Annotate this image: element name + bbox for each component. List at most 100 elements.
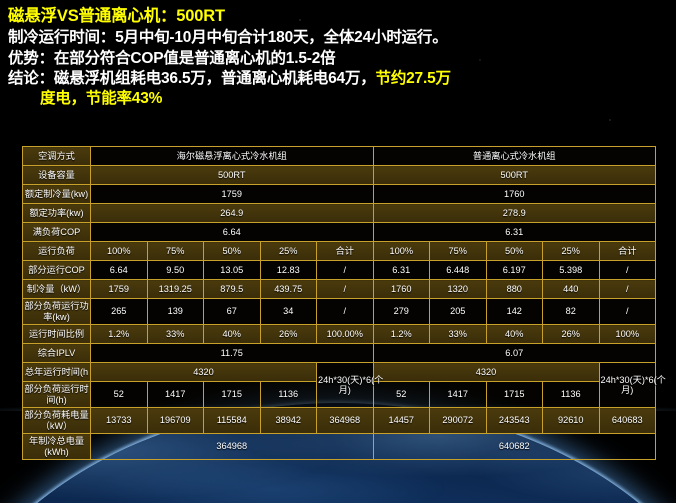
table-row-rated-power: 额定功率(kw) 264.9 278.9 [22,203,656,223]
cell-partial-energy-b-0: 14457 [372,407,430,434]
group-header-magnetic: 海尔磁悬浮离心式冷水机组 [90,146,374,166]
comparison-table-wrapper: 空调方式 海尔磁悬浮离心式冷水机组 普通离心式冷水机组 设备容量 500RT 5… [22,146,666,460]
table-row-operating-load: 运行负荷 100% 75% 50% 25% 合计 100% 75% 50% 25… [22,241,656,261]
table-row-partial-power: 部分负荷运行功率(kw) 265 139 67 34 / 279 205 142… [22,298,656,325]
cell-time-ratio-a-total: 100.00% [316,324,374,344]
cell-annual-total-a: 364968 [90,433,374,460]
cell-hours-note-a: 24h*30(天)*6(个月) [316,362,383,408]
cell-partial-cop-a-total: / [316,260,374,280]
row-label-operating-load: 运行负荷 [22,241,91,261]
cell-capacity-b: 500RT [372,165,656,185]
table-row-capacity: 设备容量 500RT 500RT [22,165,656,185]
table-row-annual-total: 年制冷总电量(kWh) 364968 640682 [22,433,656,460]
cell-partial-hours-b-0: 52 [372,381,430,408]
row-label-total-hours: 总年运行时间(h [22,362,91,382]
table-row-partial-cop: 部分运行COP 6.64 9.50 13.05 12.83 / 6.31 6.4… [22,260,656,280]
cell-partial-energy-b-3: 92610 [542,407,600,434]
cell-partial-cop-b-2: 6.197 [485,260,543,280]
header-load-b-total: 合计 [598,241,656,261]
cell-total-hours-a: 4320 [90,362,317,382]
cell-time-ratio-b-0: 1.2% [372,324,430,344]
cell-hours-note-b: 24h*30(天)*6(个月) [598,362,666,408]
cell-partial-energy-a-2: 115584 [203,407,261,434]
cell-full-load-cop-b: 6.31 [372,222,656,242]
cell-partial-power-b-0: 279 [372,298,430,325]
cell-cooling-capacity-b-3: 440 [542,279,600,299]
cell-partial-energy-b-1: 290072 [429,407,487,434]
cell-rated-power-a: 264.9 [90,203,374,223]
headline-block: 磁悬浮VS普通离心机：500RT 制冷运行时间：5月中旬-10月中旬合计180天… [0,0,676,109]
comparison-table: 空调方式 海尔磁悬浮离心式冷水机组 普通离心式冷水机组 设备容量 500RT 5… [22,146,666,460]
row-label-partial-energy: 部分负荷耗电量（kW） [22,407,91,434]
cell-partial-hours-a-1: 1417 [146,381,204,408]
cell-partial-hours-a-3: 1136 [259,381,317,408]
table-row-time-ratio: 运行时间比例 1.2% 33% 40% 26% 100.00% 1.2% 33%… [22,324,656,344]
cell-partial-power-b-2: 142 [485,298,543,325]
cell-partial-hours-a-2: 1715 [203,381,261,408]
cell-partial-hours-b-1: 1417 [429,381,487,408]
header-load-a-total: 合计 [316,241,374,261]
cell-time-ratio-b-1: 33% [429,324,487,344]
conclusion-efficiency-highlight: 度电，节能率43% [40,89,163,107]
cell-time-ratio-a-2: 40% [203,324,261,344]
conclusion-line: 结论：磁悬浮机组耗电36.5万，普通离心机耗电64万，节约27.5万度电，节能率… [8,69,668,109]
cell-time-ratio-a-3: 26% [259,324,317,344]
table-row-system-type: 空调方式 海尔磁悬浮离心式冷水机组 普通离心式冷水机组 [22,146,656,166]
cell-iplv-b: 6.07 [372,343,656,363]
header-load-b-75: 75% [429,241,487,261]
cell-full-load-cop-a: 6.64 [90,222,374,242]
cell-total-hours-b: 4320 [372,362,600,382]
row-label-time-ratio: 运行时间比例 [22,324,91,344]
cell-cooling-capacity-a-3: 439.75 [259,279,317,299]
cell-rated-cooling-b: 1760 [372,184,656,204]
row-label-rated-cooling: 额定制冷量(kw) [22,184,91,204]
row-label-partial-hours: 部分负荷运行时间(h) [22,381,91,408]
conclusion-text-white: 结论：磁悬浮机组耗电36.5万，普通离心机耗电64万， [8,69,376,87]
cell-partial-energy-a-0: 13733 [90,407,148,434]
row-label-partial-cop: 部分运行COP [22,260,91,280]
cell-partial-power-a-total: / [316,298,374,325]
cell-time-ratio-a-1: 33% [146,324,204,344]
cell-partial-power-a-3: 34 [259,298,317,325]
cell-time-ratio-a-0: 1.2% [90,324,148,344]
row-label-annual-total: 年制冷总电量(kWh) [22,433,91,460]
table-row-partial-energy: 部分负荷耗电量（kW） 13733 196709 115584 38942 36… [22,407,656,434]
header-load-b-50: 50% [485,241,543,261]
table-row-cooling-capacity: 制冷量（kW） 1759 1319.25 879.5 439.75 / 1760… [22,279,656,299]
header-load-a-100: 100% [90,241,148,261]
cell-cooling-capacity-b-1: 1320 [429,279,487,299]
row-label-rated-power: 额定功率(kw) [22,203,91,223]
header-load-a-25: 25% [259,241,317,261]
cooling-runtime-line: 制冷运行时间：5月中旬-10月中旬合计180天，全体24小时运行。 [8,29,448,47]
cell-partial-cop-a-1: 9.50 [146,260,204,280]
table-row-iplv: 综合IPLV 11.75 6.07 [22,343,656,363]
cell-annual-total-b: 640682 [372,433,656,460]
row-label-system-type: 空调方式 [22,146,91,166]
cell-partial-power-a-1: 139 [146,298,204,325]
header-load-a-75: 75% [146,241,204,261]
table-row-partial-hours: 部分负荷运行时间(h) 52 1417 1715 1136 52 1417 17… [22,381,656,408]
row-label-iplv: 综合IPLV [22,343,91,363]
cell-partial-cop-a-2: 13.05 [203,260,261,280]
slide-title: 磁悬浮VS普通离心机：500RT [8,7,225,25]
cell-cooling-capacity-a-total: / [316,279,374,299]
row-label-cooling-capacity: 制冷量（kW） [22,279,91,299]
row-label-full-load-cop: 满负荷COP [22,222,91,242]
cell-time-ratio-b-3: 26% [542,324,600,344]
table-row-rated-cooling: 额定制冷量(kw) 1759 1760 [22,184,656,204]
conclusion-savings-highlight: 节约27.5万 [375,69,451,87]
cell-cooling-capacity-a-0: 1759 [90,279,148,299]
row-label-partial-power: 部分负荷运行功率(kw) [22,298,91,325]
header-load-a-50: 50% [203,241,261,261]
cell-partial-power-b-1: 205 [429,298,487,325]
table-row-full-load-cop: 满负荷COP 6.64 6.31 [22,222,656,242]
cell-partial-cop-b-3: 5.398 [542,260,600,280]
advantage-line: 优势：在部分符合COP值是普通离心机的1.5-2倍 [8,49,336,67]
cell-partial-cop-a-3: 12.83 [259,260,317,280]
cell-cooling-capacity-b-2: 880 [485,279,543,299]
cell-partial-cop-b-1: 6.448 [429,260,487,280]
cell-iplv-a: 11.75 [90,343,374,363]
cell-partial-hours-a-0: 52 [90,381,148,408]
cell-partial-cop-b-total: / [598,260,656,280]
